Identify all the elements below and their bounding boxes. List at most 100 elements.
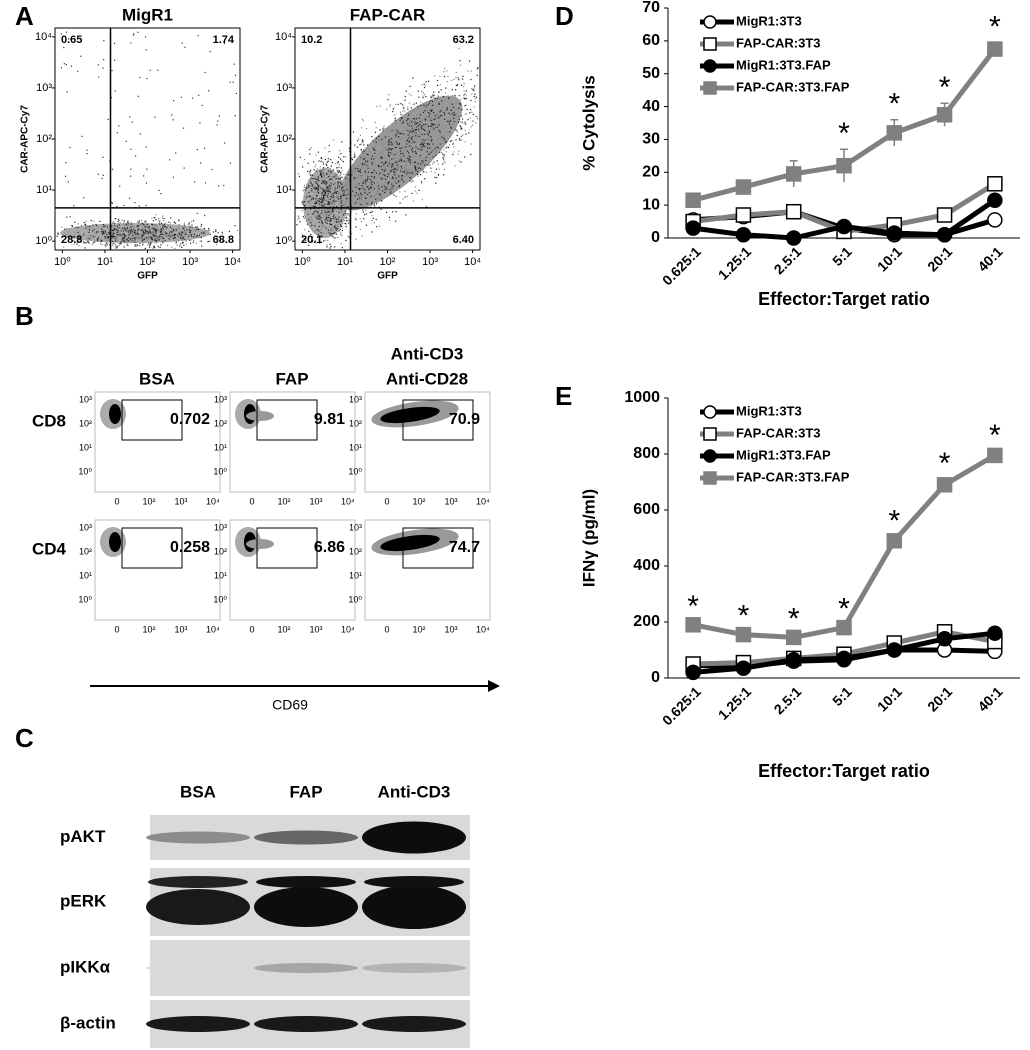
event-dot <box>56 235 58 237</box>
event-dot <box>449 102 452 105</box>
event-dot <box>171 232 173 234</box>
event-dot <box>103 40 105 42</box>
event-dot <box>395 210 397 213</box>
event-dot <box>427 125 430 128</box>
event-dot <box>70 65 73 67</box>
event-dot <box>427 104 429 106</box>
event-dot <box>66 216 68 218</box>
event-dot <box>326 244 328 246</box>
event-dot <box>322 180 324 183</box>
event-dot <box>181 236 184 238</box>
event-dot <box>441 113 443 115</box>
event-dot <box>416 192 418 194</box>
event-dot <box>155 238 157 241</box>
event-dot <box>360 163 363 165</box>
event-dot <box>180 234 182 236</box>
event-dot <box>144 226 147 228</box>
event-dot <box>317 215 319 217</box>
event-dot <box>86 228 88 230</box>
event-dot <box>100 230 102 232</box>
event-dot <box>376 203 378 205</box>
event-dot <box>467 35 470 38</box>
event-dot <box>146 226 149 228</box>
event-dot <box>80 55 82 57</box>
event-dot <box>378 168 381 170</box>
event-dot <box>418 130 420 133</box>
event-dot <box>116 237 118 239</box>
event-dot <box>429 134 432 136</box>
event-dot <box>385 169 387 171</box>
event-dot <box>192 241 194 243</box>
y-tick-label: 10³ <box>79 522 92 532</box>
event-dot <box>337 183 339 185</box>
event-dot <box>319 198 321 200</box>
event-dot <box>123 233 125 235</box>
event-dot <box>149 237 151 239</box>
event-dot <box>352 164 354 167</box>
event-dot <box>314 181 317 183</box>
event-dot <box>157 228 159 230</box>
event-dot <box>128 229 130 232</box>
event-dot <box>369 212 371 214</box>
event-dot <box>315 202 318 205</box>
event-dot <box>191 226 193 228</box>
event-dot <box>314 166 316 168</box>
y-tick-label: 10¹ <box>349 570 362 580</box>
event-dot <box>394 166 396 169</box>
event-dot <box>212 231 215 233</box>
event-dot <box>326 185 328 187</box>
event-dot <box>348 173 351 175</box>
event-dot <box>144 247 146 250</box>
event-dot <box>334 176 336 178</box>
event-dot <box>373 204 375 206</box>
event-dot <box>128 231 131 233</box>
event-dot <box>64 228 66 230</box>
x-tick-label: 10³ <box>182 256 198 268</box>
event-dot <box>339 224 342 226</box>
event-dot <box>341 210 343 212</box>
event-dot <box>451 103 453 105</box>
quadrant-value: 20.1 <box>301 234 322 246</box>
event-dot <box>124 239 126 241</box>
event-dot <box>304 208 306 211</box>
event-dot <box>461 121 463 123</box>
event-dot <box>161 236 163 238</box>
event-dot <box>413 158 415 160</box>
y-tick-label: 10² <box>214 418 227 428</box>
event-dot <box>383 173 385 176</box>
event-dot <box>414 167 416 170</box>
event-dot <box>352 190 354 192</box>
event-dot <box>110 96 113 99</box>
event-dot <box>384 185 386 187</box>
event-dot <box>370 182 372 184</box>
event-dot <box>340 232 342 234</box>
event-dot <box>183 227 185 229</box>
event-dot <box>306 213 308 216</box>
event-dot <box>405 146 407 148</box>
event-dot <box>361 194 363 196</box>
event-dot <box>332 235 334 238</box>
event-dot <box>371 219 373 222</box>
event-dot <box>388 151 390 154</box>
event-dot <box>327 211 329 214</box>
event-dot <box>342 208 344 210</box>
event-dot <box>397 132 399 134</box>
event-dot <box>438 124 440 126</box>
event-dot <box>328 172 330 175</box>
event-dot <box>130 148 132 150</box>
event-dot <box>387 184 389 186</box>
event-dot <box>92 230 94 232</box>
event-dot <box>336 196 338 198</box>
event-dot <box>432 156 434 158</box>
event-dot <box>195 226 197 228</box>
event-dot <box>443 70 445 73</box>
event-dot <box>136 232 138 235</box>
event-dot <box>381 145 383 147</box>
event-dot <box>155 242 157 244</box>
event-dot <box>383 143 385 145</box>
event-dot <box>432 129 435 131</box>
event-dot <box>361 139 364 142</box>
event-dot <box>365 159 367 161</box>
event-dot <box>329 178 331 181</box>
event-dot <box>385 146 387 149</box>
